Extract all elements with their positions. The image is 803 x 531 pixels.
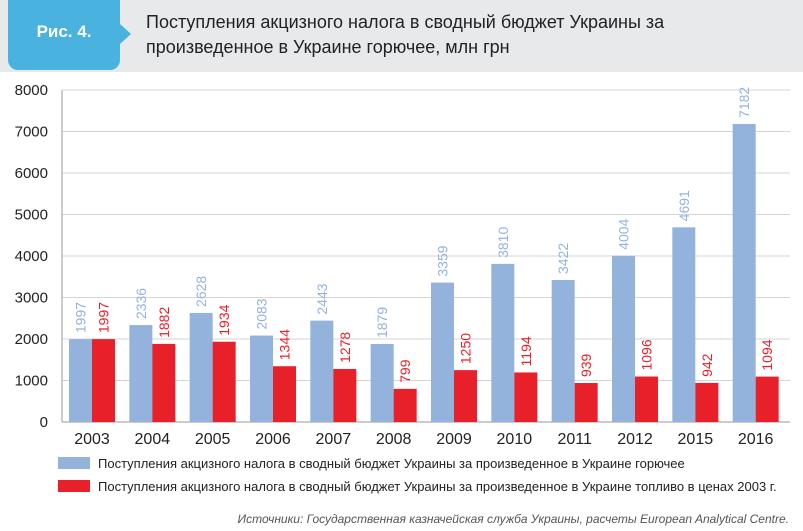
bar-nominal xyxy=(551,279,575,422)
x-tick-label: 2003 xyxy=(74,431,110,448)
bar-nominal xyxy=(129,325,153,422)
data-label-real: 1194 xyxy=(518,336,534,366)
data-label-nominal: 2083 xyxy=(254,298,270,329)
x-tick-label: 2005 xyxy=(195,431,231,448)
bar-chart: 0 1000 2000 3000 4000 5000 6000 7000 8000 1997 199… xyxy=(15,82,790,448)
bar-real xyxy=(92,339,115,422)
legend-swatch-real xyxy=(58,480,90,492)
data-label-real: 1094 xyxy=(759,339,775,370)
figure-header: Рис. 4. Поступления акцизного налога в с… xyxy=(0,0,803,72)
data-label-real: 1344 xyxy=(277,329,293,360)
data-label-real: 799 xyxy=(397,359,413,383)
data-label-nominal: 1997 xyxy=(73,302,89,333)
figure-badge: Рис. 4. xyxy=(8,0,120,70)
data-label-real: 1096 xyxy=(639,339,655,370)
x-tick-label: 2008 xyxy=(376,431,412,448)
bar-real xyxy=(393,388,417,422)
data-label-nominal: 4004 xyxy=(616,218,632,249)
bar-nominal xyxy=(310,320,334,422)
x-tick-label: 2004 xyxy=(135,431,171,448)
bar-nominal xyxy=(69,339,92,422)
bar-real xyxy=(273,366,296,422)
source-note: Источники: Государственная казначейская … xyxy=(237,512,789,526)
data-label-nominal: 1879 xyxy=(374,307,390,338)
bar-real xyxy=(152,343,176,422)
badge-arrow-icon xyxy=(120,24,131,44)
y-tick-label: 2000 xyxy=(15,331,48,348)
x-tick-label: 2006 xyxy=(255,431,291,448)
x-tick-label: 2010 xyxy=(497,431,533,448)
y-tick-label: 0 xyxy=(40,414,48,431)
x-tick-label: 2012 xyxy=(617,431,653,448)
chart-title: Поступления акцизного налога в сводный б… xyxy=(146,12,665,57)
legend-label-nominal: Поступления акцизного налога в сводный б… xyxy=(98,456,685,471)
bar-real xyxy=(333,368,357,422)
bar-real xyxy=(695,382,719,422)
y-tick-label: 1000 xyxy=(15,373,48,390)
data-label-nominal: 2628 xyxy=(193,276,209,307)
data-label-nominal: 3359 xyxy=(435,245,451,276)
bar-real xyxy=(454,370,477,422)
data-label-nominal: 4691 xyxy=(676,190,692,221)
y-tick-label: 8000 xyxy=(15,82,48,99)
data-label-real: 1997 xyxy=(96,302,112,333)
data-label-nominal: 2336 xyxy=(133,288,149,319)
y-tick-label: 6000 xyxy=(15,165,48,182)
data-label-real: 1250 xyxy=(458,333,474,364)
bar-nominal xyxy=(431,282,454,422)
y-tick-label: 5000 xyxy=(15,207,48,224)
data-label-real: 1934 xyxy=(216,304,232,335)
bar-real xyxy=(574,383,598,422)
legend-label-real: Поступления акцизного налога в сводный б… xyxy=(98,479,777,494)
data-label-real: 939 xyxy=(578,353,594,377)
legend-swatch-nominal xyxy=(58,457,90,469)
data-label-nominal: 3422 xyxy=(555,243,571,274)
data-label-real: 1882 xyxy=(156,307,172,338)
bar-real xyxy=(212,341,236,422)
data-label-real: 942 xyxy=(699,353,715,377)
y-tick-label: 7000 xyxy=(15,124,48,141)
y-tick-label: 4000 xyxy=(15,248,48,265)
x-tick-label: 2007 xyxy=(316,431,352,448)
bar-nominal xyxy=(189,312,213,422)
data-label-nominal: 2443 xyxy=(314,283,330,314)
bar-nominal xyxy=(370,344,394,422)
data-label-nominal: 7182 xyxy=(736,87,752,118)
bar-nominal xyxy=(612,255,635,422)
bar-nominal xyxy=(491,263,515,422)
data-label-real: 1278 xyxy=(337,332,353,363)
x-tick-label: 2009 xyxy=(436,431,472,448)
x-tick-label: 2016 xyxy=(738,431,774,448)
figure-label: Рис. 4. xyxy=(36,22,92,41)
x-tick-label: 2015 xyxy=(678,431,714,448)
bar-nominal xyxy=(672,227,696,422)
bar-real xyxy=(514,372,538,422)
bar-nominal xyxy=(250,335,273,422)
bar-nominal xyxy=(732,123,756,423)
bar-real xyxy=(755,376,779,422)
y-tick-label: 3000 xyxy=(15,290,48,307)
bar-real xyxy=(635,376,658,422)
data-label-nominal: 3810 xyxy=(495,227,511,258)
x-tick-label: 2011 xyxy=(557,431,592,448)
